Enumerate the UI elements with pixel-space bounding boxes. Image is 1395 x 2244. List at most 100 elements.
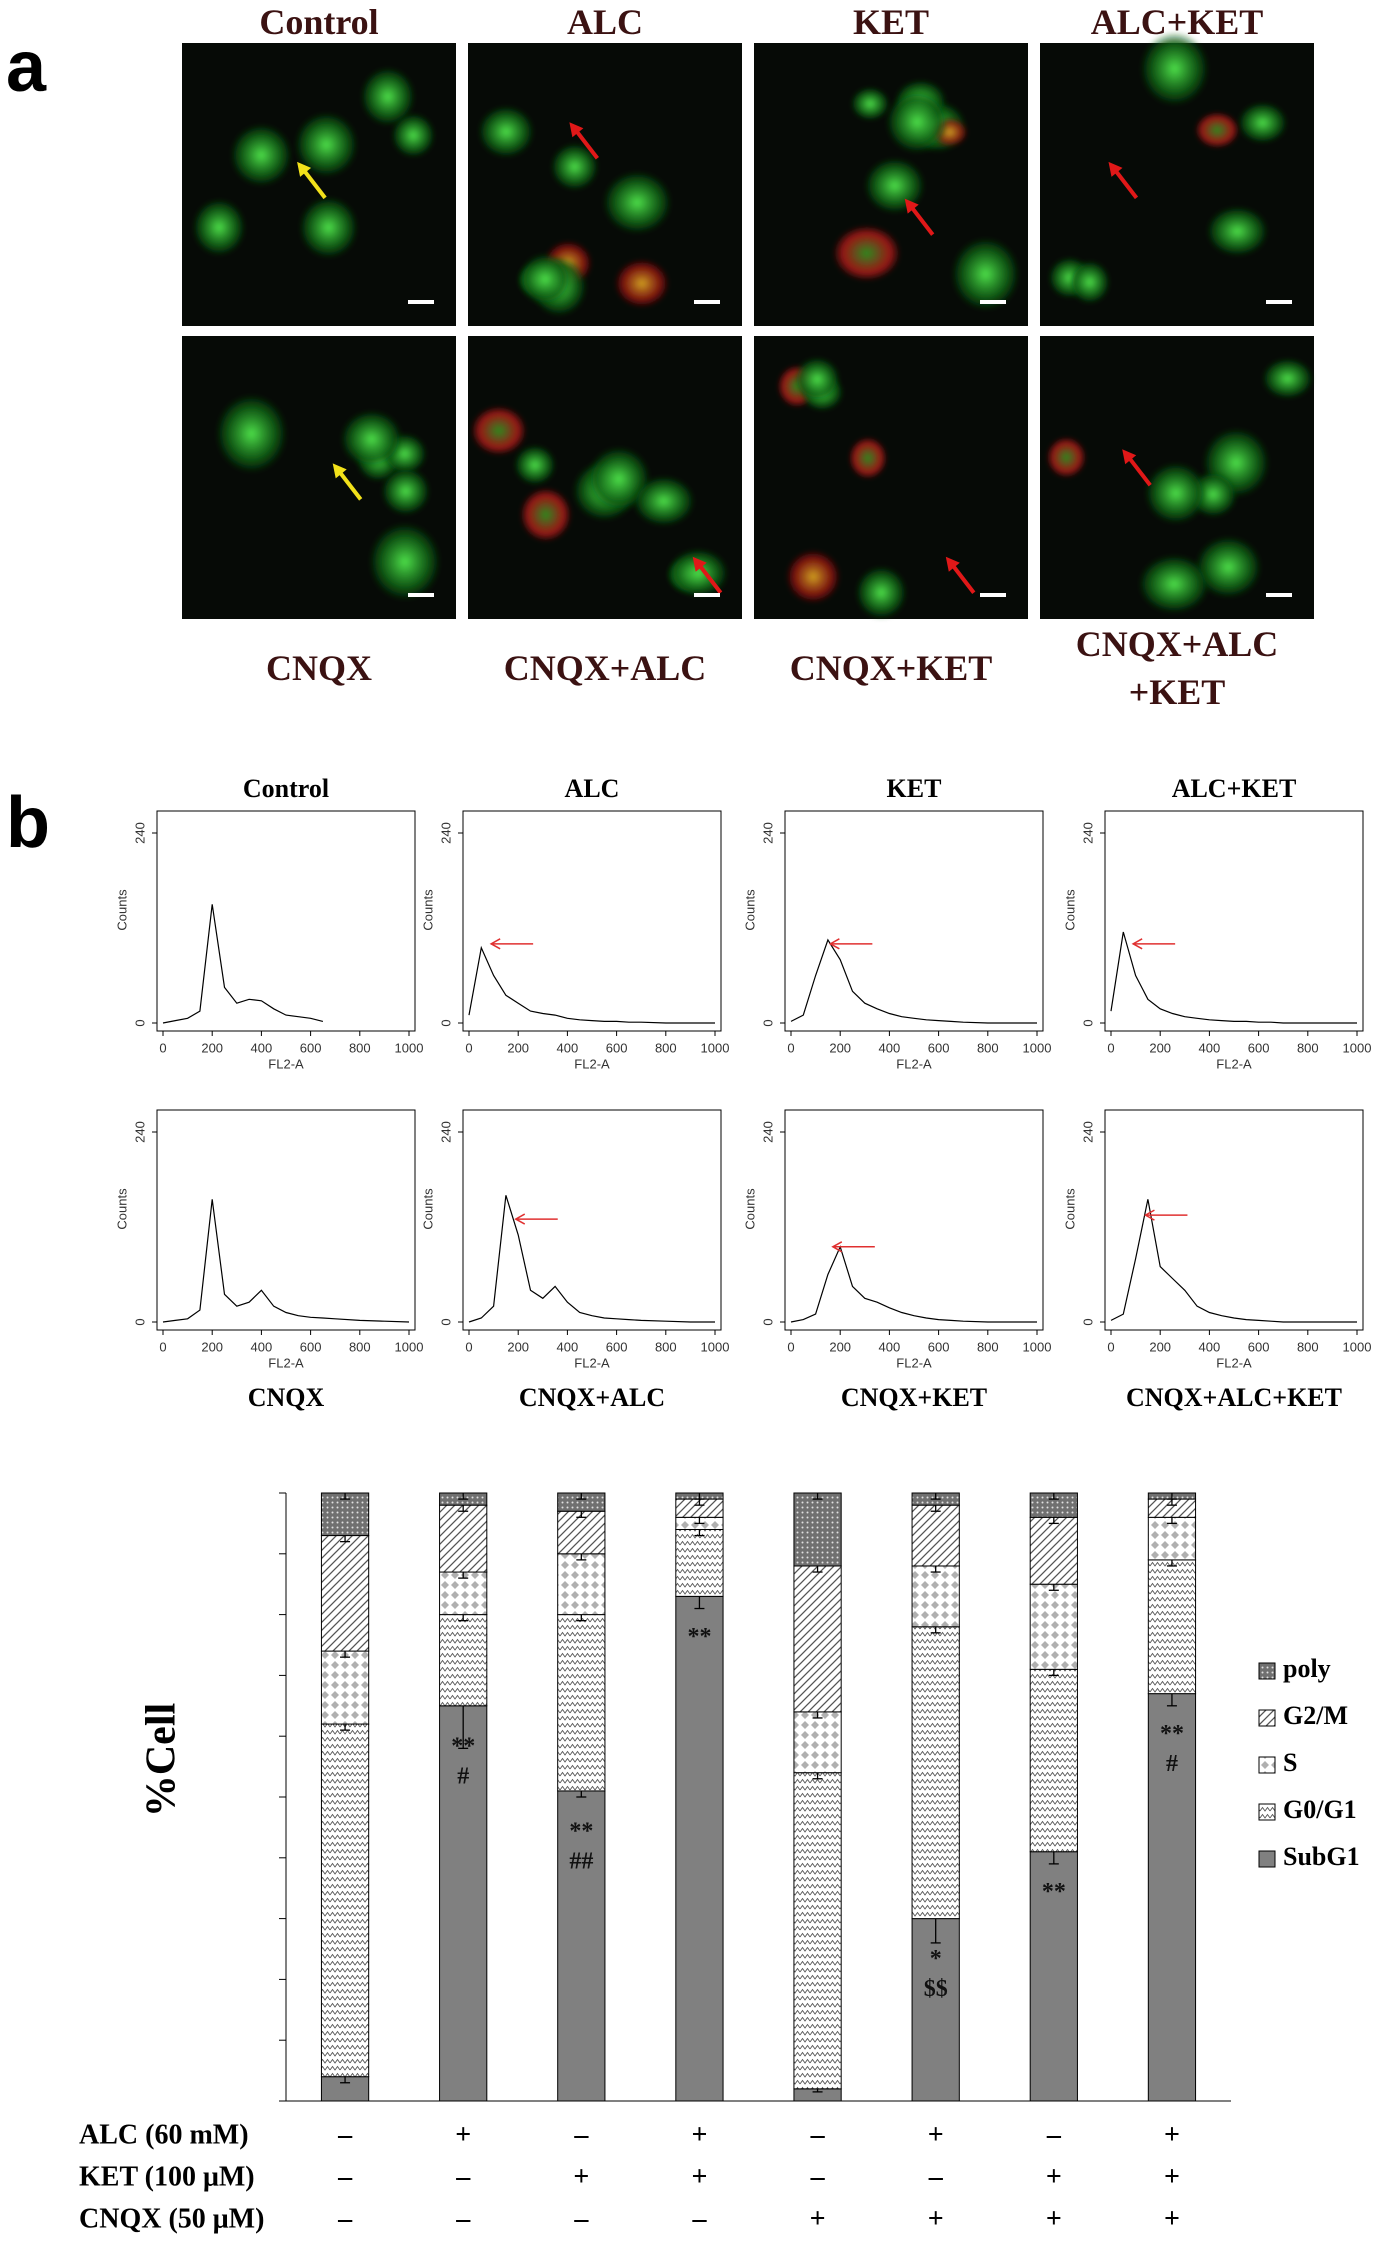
x-tick-label: 600 xyxy=(300,1040,322,1055)
arrow-head xyxy=(692,556,707,572)
x-tick-label: 200 xyxy=(1149,1040,1171,1055)
x-tick-label: 200 xyxy=(507,1040,529,1055)
y-axis-label: Counts xyxy=(742,889,757,931)
y-tick-label: 240 xyxy=(760,822,775,844)
legend-label: S xyxy=(1283,1748,1297,1777)
x-tick-label: 0 xyxy=(159,1339,166,1354)
y-axis-label: Counts xyxy=(420,889,435,931)
cell xyxy=(602,171,672,234)
x-tick-label: 600 xyxy=(928,1040,950,1055)
bar-segment xyxy=(320,1535,370,1652)
arrow xyxy=(1114,170,1139,200)
arrow-head xyxy=(945,556,960,572)
y-tick-label: 0 xyxy=(438,1019,453,1026)
x-tick-label: 0 xyxy=(465,1339,472,1354)
y-tick-label: 240 xyxy=(132,822,147,844)
treatment-mark: + xyxy=(1164,2119,1180,2150)
bar-segment xyxy=(1029,1851,1078,2102)
bar-segment xyxy=(675,1595,724,2102)
significance-label: ** xyxy=(687,1624,711,1650)
cell xyxy=(614,259,670,308)
cell xyxy=(632,475,695,527)
legend-label: G0/G1 xyxy=(1283,1795,1357,1824)
y-axis-label: Counts xyxy=(1062,889,1077,931)
bar-segment xyxy=(793,1711,842,1774)
x-axis-label: FL2-A xyxy=(896,1056,932,1071)
arrow-head xyxy=(332,463,347,479)
bar-segment xyxy=(1029,1516,1078,1585)
plot-frame xyxy=(462,1109,722,1331)
cell xyxy=(513,444,556,486)
treatment-mark: – xyxy=(573,2119,589,2150)
x-tick-label: 800 xyxy=(1297,1040,1319,1055)
significance-label: ** xyxy=(569,1818,593,1844)
image-title: CNQX xyxy=(266,648,372,688)
plot-frame xyxy=(156,810,416,1032)
bar-segment xyxy=(911,1504,960,1567)
cell xyxy=(368,522,441,601)
treatment-mark: – xyxy=(1046,2119,1062,2150)
treatment-mark: + xyxy=(455,2119,471,2150)
x-tick-label: 600 xyxy=(606,1339,628,1354)
plot-frame xyxy=(784,810,1044,1032)
x-tick-label: 0 xyxy=(1107,1040,1114,1055)
legend-swatch xyxy=(1258,1756,1276,1774)
arrow-head xyxy=(569,122,584,138)
histogram-line xyxy=(1110,931,1357,1024)
y-axis-label: Counts xyxy=(420,1188,435,1230)
chart-title: ALC xyxy=(565,774,620,803)
image-title: CNQX+KET xyxy=(789,648,993,688)
treatment-mark: + xyxy=(691,2119,707,2150)
image-title: CNQX+ALC +KET xyxy=(1075,624,1279,712)
bar-segment xyxy=(320,2076,370,2102)
cell xyxy=(1206,206,1269,257)
chart-title: Control xyxy=(243,774,329,803)
x-tick-label: 800 xyxy=(655,1040,677,1055)
significance-label: $$ xyxy=(924,1976,948,2002)
arrow-head xyxy=(297,161,312,177)
cell xyxy=(1140,31,1210,106)
bar-segment xyxy=(911,1626,960,1920)
cell xyxy=(520,487,572,542)
x-tick-label: 400 xyxy=(879,1339,901,1354)
arrow xyxy=(699,565,723,594)
cell xyxy=(951,237,1020,311)
arrow xyxy=(1128,457,1152,487)
bar-segment xyxy=(320,1492,370,1537)
arrow xyxy=(575,131,599,160)
bar-segment xyxy=(1147,1559,1197,1695)
x-tick-label: 1000 xyxy=(395,1040,424,1055)
treatment-mark: – xyxy=(337,2161,353,2192)
x-tick-label: 400 xyxy=(1199,1339,1221,1354)
x-tick-label: 400 xyxy=(251,1339,273,1354)
legend-label: SubG1 xyxy=(1283,1842,1360,1871)
image-title: Control xyxy=(259,2,379,42)
cell xyxy=(848,437,888,479)
y-tick-label: 0 xyxy=(760,1318,775,1325)
cell xyxy=(1046,437,1087,478)
cell xyxy=(299,196,359,259)
cell xyxy=(832,225,901,281)
y-axis-label: %Cell xyxy=(139,1703,185,1817)
x-axis-label: FL2-A xyxy=(1216,1355,1252,1370)
legend-swatch xyxy=(1258,1850,1276,1868)
cell xyxy=(1237,102,1288,144)
significance-label: * xyxy=(930,1946,942,1972)
arrow-head xyxy=(828,938,840,950)
x-tick-label: 1000 xyxy=(701,1040,730,1055)
image-title: KET xyxy=(852,2,930,42)
cell xyxy=(855,566,907,620)
arrow-head xyxy=(514,1213,526,1225)
x-tick-label: 800 xyxy=(977,1040,999,1055)
arrow-head xyxy=(831,1241,843,1253)
significance-label: ## xyxy=(569,1848,593,1874)
treatment-mark: + xyxy=(928,2119,944,2150)
y-tick-label: 0 xyxy=(132,1019,147,1026)
bar-segment xyxy=(320,1650,370,1725)
bar-segment xyxy=(1147,1693,1197,2102)
x-tick-label: 0 xyxy=(787,1339,794,1354)
arrow xyxy=(303,170,327,200)
x-axis-label: FL2-A xyxy=(268,1355,304,1370)
cell xyxy=(360,67,416,126)
treatment-mark: + xyxy=(1164,2203,1180,2234)
